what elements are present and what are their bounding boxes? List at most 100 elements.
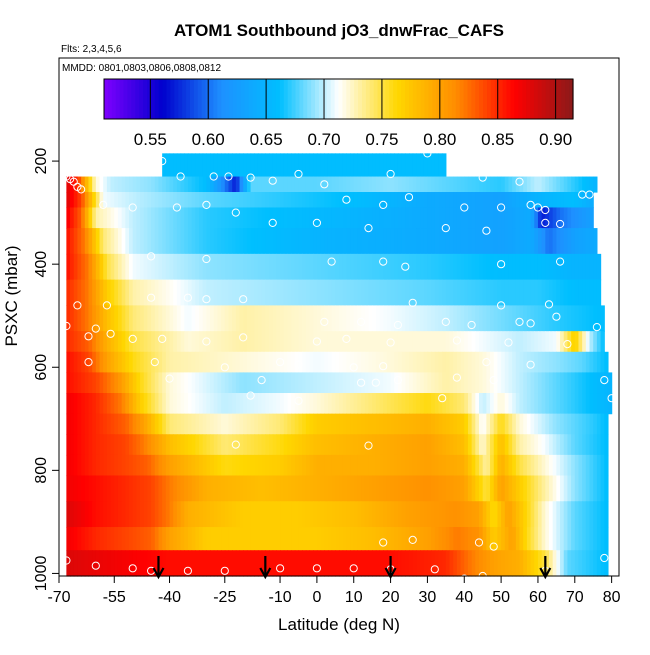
- heatmap-cell: [560, 434, 565, 456]
- heatmap-cell: [165, 393, 171, 415]
- heatmap-cell: [453, 527, 458, 551]
- sample-point: [460, 203, 469, 212]
- heatmap-cell: [187, 253, 193, 281]
- heatmap-cell: [493, 527, 499, 551]
- heatmap-cell: [132, 253, 137, 281]
- heatmap-cell: [438, 351, 443, 374]
- heatmap-cell: [545, 228, 550, 255]
- heatmap-cell: [92, 372, 97, 394]
- heatmap-cell: [445, 527, 451, 551]
- heatmap-cell: [66, 228, 71, 255]
- heatmap-cell: [471, 413, 476, 435]
- heatmap-cell: [556, 550, 561, 577]
- heatmap-cell: [357, 372, 362, 394]
- heatmap-cell: [342, 192, 347, 209]
- heatmap-cell: [375, 454, 381, 477]
- heatmap-cell: [140, 550, 145, 577]
- heatmap-cell: [202, 279, 207, 306]
- colorbar-segment: [557, 79, 562, 119]
- heatmap-cell: [427, 305, 432, 332]
- heatmap-cell: [305, 207, 311, 229]
- heatmap-cell: [77, 550, 82, 577]
- colorbar-segment: [369, 79, 375, 119]
- heatmap-cell: [103, 331, 108, 353]
- colorbar-segment: [412, 79, 418, 119]
- heatmap-cell: [372, 393, 377, 415]
- heatmap-cell: [132, 351, 137, 374]
- heatmap-cell: [364, 305, 370, 332]
- heatmap-cell: [298, 153, 303, 178]
- heatmap-cell: [302, 434, 307, 456]
- heatmap-cell: [287, 434, 292, 456]
- heatmap-cell: [280, 176, 285, 193]
- heatmap-cell: [442, 351, 447, 374]
- heatmap-cell: [129, 228, 134, 255]
- heatmap-cell: [117, 207, 123, 229]
- heatmap-cell: [280, 253, 285, 281]
- heatmap-cell: [534, 331, 539, 353]
- heatmap-cell: [121, 475, 126, 502]
- heatmap-cell: [257, 207, 263, 229]
- heatmap-cell: [176, 434, 182, 456]
- sample-point: [504, 338, 513, 347]
- colorbar-segment: [119, 79, 125, 119]
- heatmap-cell: [497, 192, 502, 209]
- heatmap-cell: [147, 550, 152, 577]
- heatmap-cell: [541, 207, 546, 229]
- heatmap-cell: [486, 434, 491, 456]
- heatmap-cell: [519, 228, 524, 255]
- heatmap-cell: [140, 176, 145, 193]
- heatmap-cell: [512, 434, 517, 456]
- heatmap-cell: [600, 550, 605, 577]
- heatmap-cell: [560, 351, 565, 374]
- heatmap-cell: [257, 228, 263, 255]
- heatmap-cell: [578, 454, 583, 477]
- colorbar-segment: [170, 79, 175, 119]
- heatmap-cell: [420, 228, 425, 255]
- heatmap-cell: [254, 192, 259, 209]
- heatmap-cell: [397, 207, 403, 229]
- heatmap-cell: [320, 454, 325, 477]
- heatmap-cell: [526, 351, 532, 374]
- heatmap-cell: [257, 176, 263, 193]
- heatmap-cell: [412, 331, 417, 353]
- heatmap-cell: [409, 393, 414, 415]
- heatmap-cell: [431, 153, 436, 178]
- heatmap-cell: [250, 550, 255, 577]
- heatmap-cell: [257, 153, 263, 178]
- pressure-band: [66, 501, 609, 528]
- heatmap-cell: [261, 434, 266, 456]
- heatmap-cell: [541, 228, 546, 255]
- colorbar-segment: [451, 79, 457, 119]
- heatmap-cell: [471, 228, 476, 255]
- x-tick-label: -25: [213, 589, 236, 606]
- heatmap-cell: [316, 527, 322, 551]
- heatmap-cell: [515, 393, 521, 415]
- heatmap-cell: [571, 228, 576, 255]
- heatmap-cell: [280, 527, 285, 551]
- heatmap-cell: [383, 550, 388, 577]
- heatmap-cell: [471, 253, 476, 281]
- heatmap-cell: [375, 393, 381, 415]
- heatmap-cell: [486, 475, 491, 502]
- heatmap-cell: [434, 550, 440, 577]
- heatmap-cell: [479, 393, 484, 415]
- heatmap-cell: [571, 475, 576, 502]
- heatmap-cell: [213, 228, 219, 255]
- heatmap-cell: [556, 351, 561, 374]
- heatmap-cell: [294, 331, 300, 353]
- heatmap-cell: [331, 501, 336, 528]
- heatmap-cell: [272, 527, 277, 551]
- heatmap-cell: [431, 279, 436, 306]
- heatmap-cell: [324, 176, 329, 193]
- sample-point: [379, 362, 388, 371]
- heatmap-cell: [250, 228, 255, 255]
- heatmap-cell: [342, 279, 347, 306]
- heatmap-cell: [431, 527, 436, 551]
- heatmap-cell: [574, 331, 580, 353]
- heatmap-cell: [261, 501, 266, 528]
- heatmap-cell: [173, 434, 178, 456]
- heatmap-cell: [99, 331, 104, 353]
- heatmap-cell: [243, 413, 248, 435]
- heatmap-cell: [339, 176, 344, 193]
